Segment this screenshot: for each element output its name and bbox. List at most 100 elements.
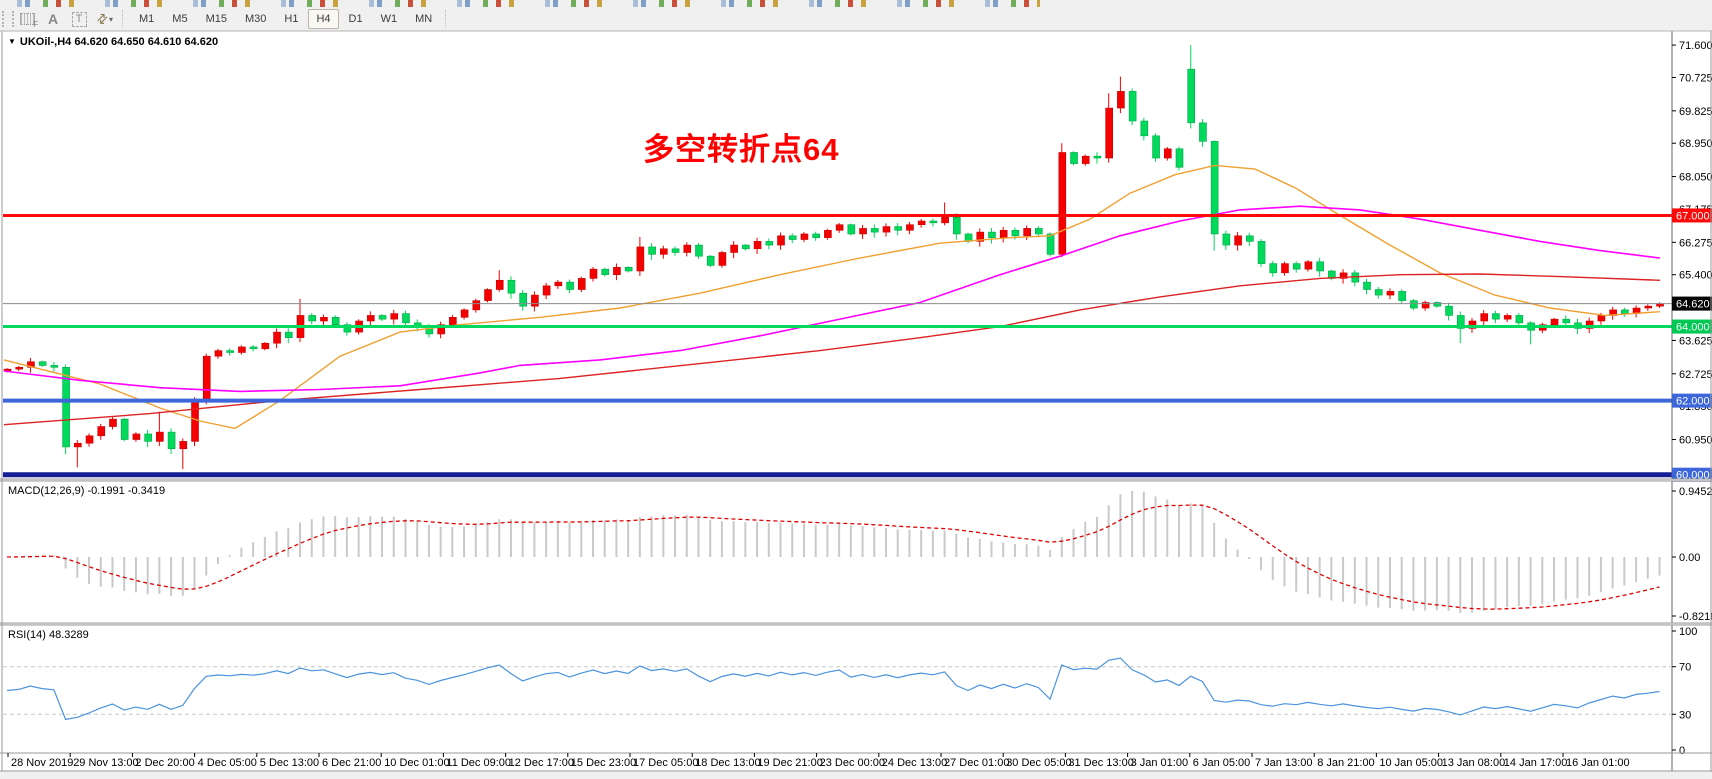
price-label-box xyxy=(1672,467,1712,482)
date-tick-label: 14 Jan 17:00 xyxy=(1504,757,1568,769)
candle xyxy=(202,355,211,401)
macd-indicator-label: MACD(12,26,9) -0.1991 -0.3419 xyxy=(8,485,166,497)
candle xyxy=(320,316,328,322)
candle xyxy=(495,279,504,290)
draw-arrows-icon[interactable]: ⇄ ▾ xyxy=(92,9,113,28)
timeframe-button-h4[interactable]: H4 xyxy=(308,9,339,29)
candle xyxy=(1398,291,1406,301)
chart-dropdown-icon[interactable]: ▼ xyxy=(8,37,16,46)
candle xyxy=(1234,235,1242,246)
candle xyxy=(1163,148,1172,159)
symbol-ohlc-line[interactable]: ▼ UKOil-,H4 64.620 64.650 64.610 64.620 xyxy=(8,36,218,48)
candle xyxy=(624,266,633,272)
candle xyxy=(1550,318,1559,326)
timeframe-button-w1[interactable]: W1 xyxy=(380,13,398,25)
candle xyxy=(1035,228,1043,235)
candle xyxy=(1081,155,1090,164)
candle xyxy=(62,366,70,448)
candle xyxy=(167,431,176,450)
candle xyxy=(1023,228,1031,237)
top-toolbar-cut xyxy=(0,0,1040,7)
rsi-tick-label: 70 xyxy=(1679,662,1691,674)
price-tick-label: 60.950 xyxy=(1679,435,1712,447)
candle xyxy=(894,226,903,231)
text-label-icon[interactable]: T xyxy=(66,9,92,29)
candle xyxy=(120,418,129,440)
candle xyxy=(1468,320,1477,329)
macd-layer xyxy=(6,491,1661,613)
price-label-box xyxy=(1672,393,1712,408)
timeframe-group: M1 M5 M15 M30 H1 H4 D1 W1 MN xyxy=(130,9,441,29)
date-tick-label: 15 Dec 23:00 xyxy=(571,757,636,769)
candle xyxy=(132,433,141,440)
date-tick-label: 31 Dec 13:00 xyxy=(1068,757,1133,769)
candle xyxy=(1175,148,1184,168)
timeframe-button-h1[interactable]: H1 xyxy=(284,13,299,25)
candle xyxy=(1128,91,1137,122)
date-tick-label: 4 Dec 05:00 xyxy=(198,757,257,769)
date-tick-label: 6 Jan 05:00 xyxy=(1193,757,1251,769)
candle xyxy=(870,228,879,233)
candle xyxy=(214,350,223,357)
template-f-label: F xyxy=(33,20,38,29)
candle xyxy=(1456,315,1465,329)
candle xyxy=(460,309,469,318)
candle xyxy=(917,220,926,226)
candle xyxy=(589,268,598,279)
date-tick-label: 10 Jan 05:00 xyxy=(1379,757,1443,769)
timeframe-button-d1[interactable]: D1 xyxy=(348,13,363,25)
candle xyxy=(1339,272,1348,279)
macd-tick-label: 0.9452 xyxy=(1679,486,1712,498)
timeframe-button-mn[interactable]: MN xyxy=(415,13,433,25)
mid-ma-line xyxy=(3,205,1661,393)
candle xyxy=(38,361,47,366)
text-annotation-icon[interactable]: A xyxy=(47,11,59,27)
candle xyxy=(929,220,938,224)
candle xyxy=(519,292,527,307)
candle xyxy=(308,315,317,322)
candle xyxy=(554,281,563,287)
candles-layer xyxy=(3,45,1664,470)
candle xyxy=(1046,233,1055,255)
candle xyxy=(1140,120,1149,137)
candle xyxy=(566,281,574,290)
rsi-tick-label: 100 xyxy=(1679,626,1697,638)
candle xyxy=(1292,263,1301,270)
price-label-box-text: 64.000 xyxy=(1676,322,1710,334)
toolbar: F A T ⇄ ▾ M1 M5 M15 M30 H1 H4 D1 W1 MN xyxy=(0,7,1712,32)
candle xyxy=(953,216,961,235)
candle xyxy=(601,268,610,276)
candle xyxy=(718,252,727,266)
candle xyxy=(331,316,340,326)
candle xyxy=(226,350,234,353)
candle xyxy=(1480,313,1489,322)
candle xyxy=(261,342,270,350)
timeframe-button-m30[interactable]: M30 xyxy=(244,13,267,25)
chevron-down-icon[interactable]: ▾ xyxy=(108,14,113,24)
candle xyxy=(484,289,492,301)
candle xyxy=(988,231,996,238)
candle xyxy=(1222,233,1231,246)
price-tick-label: 68.050 xyxy=(1679,172,1712,184)
candle xyxy=(390,313,399,320)
candle xyxy=(1187,68,1196,124)
candle xyxy=(1304,261,1313,270)
candle xyxy=(859,228,867,235)
macd-tick-label: 0.00 xyxy=(1679,552,1700,564)
price-label-box xyxy=(1672,296,1712,311)
candle xyxy=(648,246,656,255)
candle xyxy=(706,255,715,266)
timeframe-button-m5[interactable]: M5 xyxy=(172,13,188,25)
fast-ma-line xyxy=(3,164,1661,430)
date-axis[interactable]: 28 Nov 2019 29 Nov 13:002 Dec 20:00 4 Dec … xyxy=(7,753,1630,769)
indicator-template-icon[interactable]: F xyxy=(14,9,40,29)
date-tick-label: 30 Dec 05:00 xyxy=(1006,757,1071,769)
timeframe-button-m15[interactable]: M15 xyxy=(205,13,227,25)
candle xyxy=(730,244,738,253)
candle xyxy=(660,248,668,255)
toolbar-drag-handle[interactable] xyxy=(2,11,14,27)
timeframe-button-m1[interactable]: M1 xyxy=(139,13,155,25)
candle xyxy=(343,324,352,333)
date-tick-label: 27 Dec 01:00 xyxy=(944,757,1009,769)
